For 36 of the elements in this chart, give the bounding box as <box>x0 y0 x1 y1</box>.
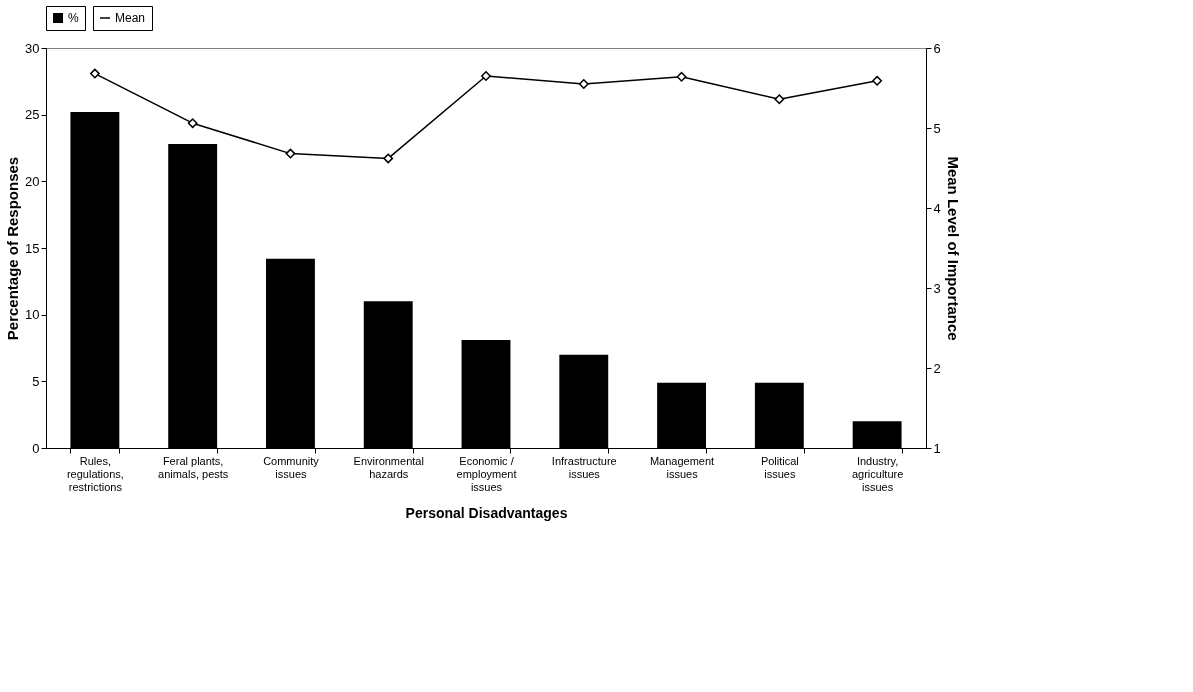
point <box>285 148 296 159</box>
x-tick-label: Political issues <box>760 454 799 480</box>
point <box>89 68 100 79</box>
x-tick-label: Industry, agriculture issues <box>851 454 904 493</box>
x-tick-label: Community issues <box>263 454 320 480</box>
x-axis-title: Personal Disadvantages <box>405 504 568 521</box>
y-tick-label: 30 <box>25 40 40 56</box>
point <box>676 71 687 82</box>
legend-label: % <box>68 11 79 25</box>
y2-tick-label: 1 <box>933 440 941 456</box>
y2-tick-label: 3 <box>933 280 941 296</box>
point <box>481 71 491 81</box>
y-tick-label: 25 <box>25 107 40 123</box>
x-tick-label: Environmental hazards <box>353 454 424 480</box>
y2-tick-label: 6 <box>933 40 941 56</box>
x-tick-label: Infrastructure issues <box>551 454 617 480</box>
point <box>187 118 198 129</box>
point <box>774 94 785 105</box>
point <box>383 153 394 164</box>
x-tick-label: Management issues <box>649 454 715 480</box>
y-tick-label: 0 <box>32 440 40 456</box>
y-tick-label: 15 <box>25 240 40 256</box>
y2-axis-title: Mean Level of Importance <box>944 156 962 341</box>
y-tick-label: 10 <box>25 307 40 323</box>
point <box>872 75 883 86</box>
y2-tick-label: 5 <box>933 120 941 136</box>
y-axis-title: Percentage of Responses <box>4 156 22 341</box>
point <box>578 79 589 89</box>
y-tick-label: 20 <box>25 173 40 189</box>
x-tick-label: Economic / employment issues <box>456 454 517 493</box>
y2-tick-label: 2 <box>933 360 941 376</box>
legend-label: Mean <box>115 11 146 25</box>
x-tick-label: Feral plants, animals, pests <box>158 454 229 480</box>
y2-tick-label: 4 <box>933 200 941 216</box>
x-tick-label: Rules, regulations, restrictions <box>66 454 124 493</box>
y-tick-label: 5 <box>32 373 40 389</box>
